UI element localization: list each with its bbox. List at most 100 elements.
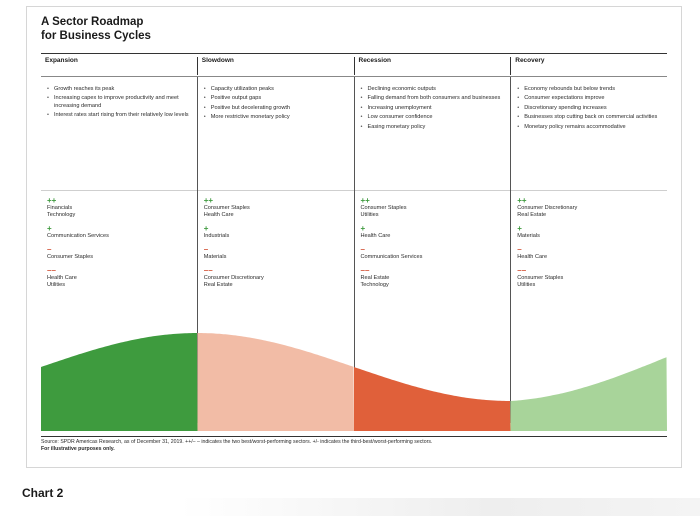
bullet-item: Increasing capex to improve productivity… [47, 95, 191, 110]
performance-symbol: ++ [203, 196, 214, 205]
bullet-item: Economy rebounds but below trends [517, 86, 661, 94]
sector-name: Financials [47, 205, 73, 211]
sector-name: Communication Services [360, 254, 423, 260]
performance-symbol: –– [360, 266, 370, 275]
performance-symbol: ++ [360, 196, 370, 205]
sector-group-mm: –– Health Care Utilities [47, 267, 191, 289]
performance-symbol: ++ [517, 196, 527, 205]
sector-groups: ++ Consumer Staples Utilities + Health Care –… [355, 197, 511, 295]
bullet-item: Growth reaches its peak [47, 86, 191, 94]
bullet-item: Positive output gaps [204, 95, 348, 103]
cycle-area-expansion [41, 333, 198, 431]
sector-name: Real Estate [517, 212, 547, 218]
phase-bullets: Growth reaches its peakIncreasing capex … [41, 77, 197, 120]
bullet-item: Declining economic outputs [361, 86, 505, 94]
source-text: Source: SPDR Americas Research, as of De… [41, 439, 433, 445]
sector-groups: ++ Financials Technology + Communication Ser… [41, 197, 197, 295]
sector-name: Real Estate [360, 275, 390, 281]
phase-column-expansion: Growth reaches its peakIncreasing capex … [41, 77, 197, 423]
bullet-item: Businesses stop cutting back on commerci… [517, 114, 661, 122]
performance-symbol: + [203, 224, 209, 233]
sector-name: Consumer Staples [203, 205, 250, 211]
phase-bullets: Capacity utilization peaksPositive outpu… [198, 77, 354, 122]
sector-group-p: + Communication Services [47, 225, 191, 240]
bullet-item: Low consumer confidence [361, 114, 505, 122]
bullet-item: Easing monetary policy [361, 124, 505, 132]
sector-name: Technology [47, 212, 76, 218]
sector-name: Consumer Staples [47, 254, 94, 260]
title-line-1: A Sector Roadmap [41, 16, 144, 28]
cycle-area-recovery [510, 357, 667, 431]
sector-group-mm: –– Consumer Discretionary Real Estate [204, 267, 348, 289]
phase-column-recovery: Economy rebounds but below trendsConsume… [510, 77, 667, 423]
sector-group-pp: ++ Consumer Staples Utilities [361, 197, 505, 219]
page-shadow [180, 498, 700, 516]
bullet-item: Falling demand from both consumers and b… [361, 95, 505, 103]
sector-name: Materials [517, 233, 540, 239]
performance-symbol: – [47, 245, 52, 254]
sector-name: Technology [360, 282, 389, 288]
cycle-area-recession [354, 367, 511, 431]
sector-name: Industrials [203, 233, 230, 239]
sector-group-m: – Materials [204, 246, 348, 261]
sector-group-p: + Health Care [361, 225, 505, 240]
phase-header-expansion: Expansion [45, 57, 78, 64]
sector-name: Health Care [517, 254, 548, 260]
sector-name: Health Care [47, 275, 77, 281]
sector-groups: ++ Consumer Staples Health Care + Industrial… [198, 197, 354, 295]
bullet-item: More restrictive monetary policy [204, 114, 348, 122]
phase-column-slowdown: Capacity utilization peaksPositive outpu… [196, 77, 354, 423]
sector-name: Consumer Staples [517, 275, 564, 281]
roadmap-title: A Sector Roadmap for Business Cycles [41, 15, 151, 43]
top-rule [41, 53, 667, 54]
business-cycle-curve [41, 333, 667, 431]
performance-symbol: + [47, 224, 52, 233]
performance-symbol: –– [47, 266, 56, 275]
chart-caption: Chart 2 [22, 486, 64, 500]
performance-symbol: – [203, 245, 209, 254]
phase-header-recovery: Recovery [510, 57, 667, 75]
sector-name: Real Estate [203, 282, 233, 288]
cycle-area-slowdown [197, 333, 354, 431]
header-rule [41, 76, 667, 77]
sector-group-mm: –– Consumer Staples Utilities [517, 267, 661, 289]
sector-group-pp: ++ Consumer Discretionary Real Estate [517, 197, 661, 219]
performance-symbol: + [517, 224, 522, 233]
sector-group-m: – Consumer Staples [47, 246, 191, 261]
performance-symbol: + [360, 224, 366, 233]
bullet-item: Increasing unemployment [361, 105, 505, 113]
bullet-item: Monetary policy remains accommodative [517, 124, 661, 132]
source-note: Source: SPDR Americas Research, as of De… [41, 439, 671, 452]
bullet-item: Interest rates start rising from their r… [47, 112, 191, 120]
sector-group-mm: –– Real Estate Technology [361, 267, 505, 289]
sector-name: Communication Services [47, 233, 109, 239]
sector-group-p: + Materials [517, 225, 661, 240]
performance-symbol: –– [203, 266, 213, 275]
sector-groups: ++ Consumer Discretionary Real Estate + Mate… [511, 197, 667, 295]
phase-columns: Growth reaches its peakIncreasing capex … [41, 77, 667, 423]
title-line-2: for Business Cycles [41, 30, 151, 42]
sector-group-p: + Industrials [204, 225, 348, 240]
phase-column-recession: Declining economic outputsFalling demand… [353, 77, 511, 423]
sector-group-m: – Communication Services [361, 246, 505, 261]
phase-header-slowdown: Slowdown [196, 57, 354, 75]
bullet-item: Consumer expectations improve [517, 95, 661, 103]
sector-name: Consumer Staples [360, 205, 407, 211]
sector-name: Health Care [360, 233, 391, 239]
performance-symbol: – [517, 245, 522, 254]
sector-name: Utilities [47, 282, 66, 288]
phase-bullets: Economy rebounds but below trendsConsume… [511, 77, 667, 131]
performance-symbol: – [360, 245, 365, 254]
sector-name: Utilities [517, 282, 536, 288]
bullet-item: Positive but decelerating growth [204, 105, 348, 113]
bullet-item: Discretionary spending increases [517, 105, 661, 113]
sector-name: Materials [203, 254, 227, 260]
sector-group-m: – Health Care [517, 246, 661, 261]
performance-symbol: –– [517, 266, 527, 275]
sector-group-pp: ++ Financials Technology [47, 197, 191, 219]
phase-bullets: Declining economic outputsFalling demand… [355, 77, 511, 131]
phase-header-row: Expansion Slowdown Recession Recovery [41, 57, 667, 75]
sector-name: Consumer Discretionary [203, 275, 264, 281]
performance-symbol: ++ [47, 196, 57, 205]
illustrative-note: For illustrative purposes only. [41, 445, 115, 452]
